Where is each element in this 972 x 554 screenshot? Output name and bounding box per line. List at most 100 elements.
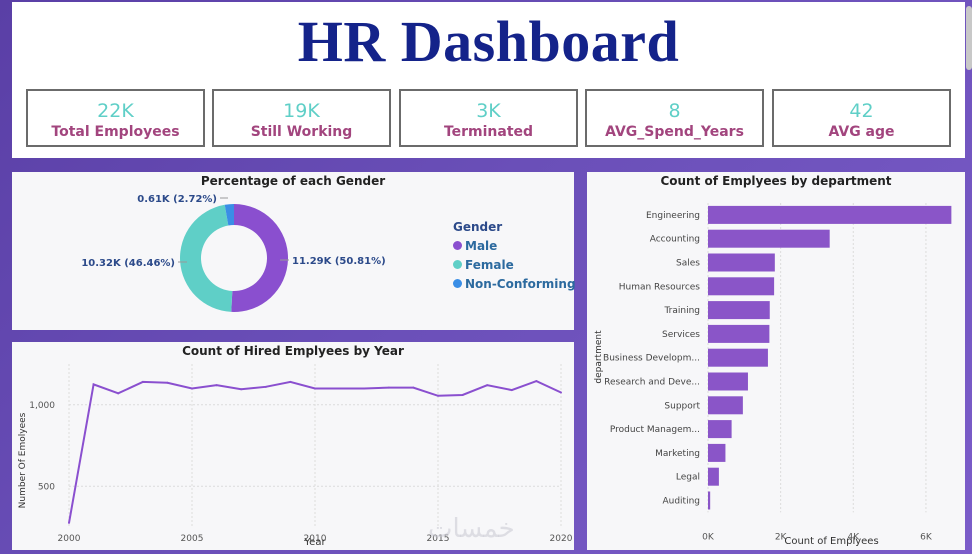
bar [708,348,768,367]
y-tick-label: Engineering [646,211,700,221]
x-axis-label: Count of Emplyees [784,536,878,547]
y-tick-label: Services [662,330,700,340]
legend-item-male[interactable]: Male [453,239,576,253]
bar [708,253,775,272]
kpi-value: 3K [476,100,501,122]
data-point [215,384,218,387]
data-point [141,380,144,383]
data-point [68,521,70,524]
y-axis-label: Number Of Emolyees [18,412,28,508]
y-tick-label: Marketing [655,449,700,459]
kpi-value: 42 [849,100,874,122]
chart-title: Percentage of each Gender [200,174,386,188]
y-tick-label: 500 [38,482,55,492]
bar [708,396,743,415]
x-tick-label: 4K [847,532,860,542]
legend-title: Gender [453,220,503,234]
y-tick-label: Accounting [650,235,700,245]
y-tick-label: Support [664,401,700,411]
y-tick-label: Auditing [662,497,700,507]
x-tick-label: 2000 [58,534,81,544]
y-tick-label: Sales [676,259,700,269]
header-panel: HR Dashboard 22K Total Employees 19K Sti… [12,2,972,158]
kpi-value: 22K [97,100,134,122]
bar [708,443,726,462]
kpi-card-total-employees: 22K Total Employees [26,89,205,147]
donut-slice-male [231,204,288,312]
legend-item-non-conforming[interactable]: Non-Conforming [453,277,576,291]
kpi-label: AVG_Spend_Years [605,124,744,140]
data-point [191,387,193,390]
x-tick-label: 0K [702,532,715,542]
gender-legend: Gender Male Female Non-Conforming [453,220,576,296]
data-point [437,394,439,397]
bar [708,324,770,343]
donut-slice-female [179,204,233,312]
chart-title: Count of Emplyees by department [660,174,892,188]
y-tick-label: Human Resources [619,282,701,292]
kpi-card-avg-age: 42 AVG age [772,89,951,147]
data-point [314,387,316,390]
bar [708,301,770,320]
data-point [264,385,267,388]
page-title: HR Dashboard [297,9,680,74]
x-axis-label: Year [303,537,326,548]
x-tick-label: 2005 [181,534,204,544]
chart-title: Count of Hired Emplyees by Year [182,344,404,358]
y-tick-label: Training [663,306,700,316]
kpi-label: Still Working [250,124,353,140]
y-tick-label: Product Managem... [610,425,700,435]
kpi-label: AVG age [828,124,895,140]
bar [708,372,748,391]
data-point [117,392,120,395]
donut-slice-non-conforming [224,204,234,226]
data-point [338,387,341,390]
data-point [289,380,292,383]
bar [708,420,732,439]
x-tick-label: 2K [775,532,788,542]
bar [708,229,830,248]
hired-by-year-panel: Count of Hired Emplyees by Year [12,342,574,550]
y-tick-label: 1,000 [29,401,55,411]
data-point [535,380,538,383]
data-point [560,391,562,394]
bar [708,277,775,296]
legend-label: Female [465,258,514,272]
legend-dot [453,279,462,288]
data-label: 11.29K (50.81%) [292,256,386,267]
x-tick-label: 2020 [550,534,573,544]
x-tick-label: 2015 [427,534,450,544]
kpi-card-still-working: 19K Still Working [212,89,391,147]
bar [708,491,711,510]
y-tick-label: Legal [676,473,700,483]
x-tick-label: 2010 [304,534,327,544]
gender-chart-panel: Percentage of each Gender [12,172,574,330]
kpi-value: 19K [283,100,320,122]
kpi-card-terminated: 3K Terminated [399,89,578,147]
hired-by-year-line-chart: 2000 2005 2010 2015 2020 500 1,000 Year Number O… [18,364,573,548]
data-point [510,389,513,392]
scrollbar[interactable] [966,6,972,70]
y-tick-label: Business Developm... [603,354,700,364]
legend-label: Male [465,239,498,253]
legend-dot [453,260,462,269]
data-point [363,387,366,390]
data-point [461,393,464,396]
bar [708,205,952,224]
watermark-logo: خمسات [428,514,515,544]
gender-donut-chart: 11.29K (50.81%) 10.32K (46.46%) 0.61K (2.7… [81,194,386,312]
legend-dot [453,241,462,250]
kpi-label: Terminated [443,124,534,140]
kpi-label: Total Employees [51,124,180,140]
data-point [486,384,489,387]
data-point [412,386,415,389]
y-tick-label: Research and Deve... [604,378,700,388]
data-point [240,388,243,391]
kpi-card-avg-spend-years: 8 AVG_Spend_Years [585,89,764,147]
legend-label: Non-Conforming [465,277,576,291]
y-axis-label: department [594,330,604,384]
legend-item-female[interactable]: Female [453,258,576,272]
data-label: 10.32K (46.46%) [81,258,175,269]
data-label: 0.61K (2.72%) [137,194,217,205]
department-bar-chart: 0K 2K 4K 6K Engineering Accounting Sales Human … [594,203,952,547]
